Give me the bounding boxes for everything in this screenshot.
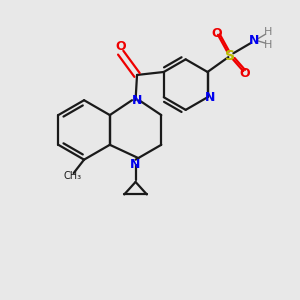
Text: O: O <box>239 67 250 80</box>
Text: O: O <box>116 40 126 53</box>
Text: CH₃: CH₃ <box>63 171 81 181</box>
Text: N: N <box>205 91 216 104</box>
Text: O: O <box>211 27 222 40</box>
Text: S: S <box>225 49 235 63</box>
Text: N: N <box>248 34 259 47</box>
Text: N: N <box>130 158 141 171</box>
Text: H: H <box>264 27 273 37</box>
Text: N: N <box>132 94 142 107</box>
Text: H: H <box>264 40 273 50</box>
